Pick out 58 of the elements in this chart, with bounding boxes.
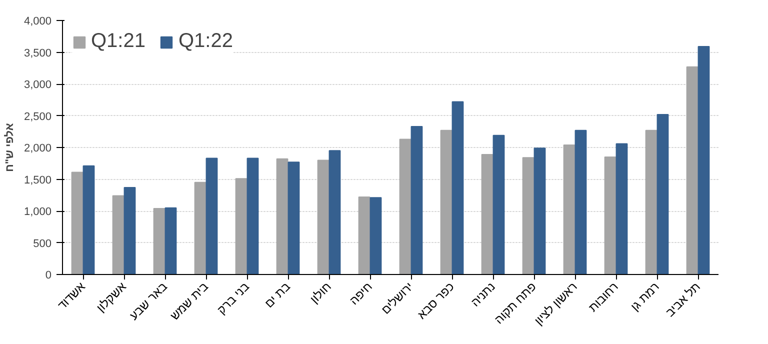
bar [288, 162, 300, 274]
x-tick-label: אשדוד [55, 279, 88, 312]
bar [563, 144, 576, 274]
bar [71, 172, 84, 274]
bar [370, 197, 382, 274]
bar [206, 158, 218, 274]
y-tick-label: 0 [45, 270, 52, 282]
y-tick-label: 1,000 [24, 206, 52, 218]
bar [328, 150, 341, 274]
legend-label: Q1:21 [91, 30, 146, 53]
x-tick-label: כפר סבא [414, 280, 457, 322]
y-tick-label: 500 [33, 238, 52, 250]
bar [534, 148, 546, 274]
bar [440, 130, 452, 274]
x-tick-label: תל אביב [662, 280, 703, 320]
bar [246, 158, 259, 274]
bar [358, 196, 370, 274]
bar [235, 178, 248, 274]
x-tick-label: אשקלון [94, 279, 130, 315]
bar [317, 160, 330, 274]
y-tick-label: 4,000 [24, 16, 52, 28]
bar [616, 143, 628, 274]
bar [399, 138, 412, 274]
x-tick-label: רחובות [586, 280, 621, 315]
bar [82, 165, 95, 274]
bar [492, 134, 505, 274]
x-tick-label: בית שמש [168, 280, 211, 323]
legend-label: Q1:22 [178, 30, 233, 53]
bar [452, 101, 464, 274]
bar [164, 207, 177, 274]
y-tick-label: 3,500 [24, 47, 52, 60]
y-axis-title: אלפי ש"ח [4, 122, 16, 172]
bar [604, 156, 616, 274]
bar [522, 157, 534, 274]
bar [124, 187, 136, 274]
x-tick-label: רמת גן [628, 280, 662, 314]
x-tick-label: באר שבע [126, 280, 170, 323]
bar [686, 66, 698, 274]
x-tick-label: בת ים [262, 280, 293, 311]
x-tick-label: ירושלים [378, 280, 416, 317]
bar [112, 195, 124, 274]
y-tick-label: 2,500 [24, 110, 52, 123]
bar [276, 158, 288, 274]
bar [153, 208, 166, 274]
bar [410, 126, 423, 274]
bar [194, 182, 206, 274]
bar [698, 46, 710, 274]
x-tick-label: נתניה [468, 280, 498, 310]
bar [656, 114, 669, 274]
x-tick-label: חולון [307, 280, 334, 306]
y-tick-label: 2,000 [24, 142, 52, 154]
bar [481, 154, 494, 274]
x-tick-label: חיפה [346, 280, 375, 308]
y-tick-label: 3,000 [24, 79, 52, 91]
bar [574, 130, 587, 274]
x-tick-label: בני ברק [214, 280, 252, 317]
bar [645, 130, 658, 274]
y-tick-label: 1,500 [24, 174, 52, 186]
